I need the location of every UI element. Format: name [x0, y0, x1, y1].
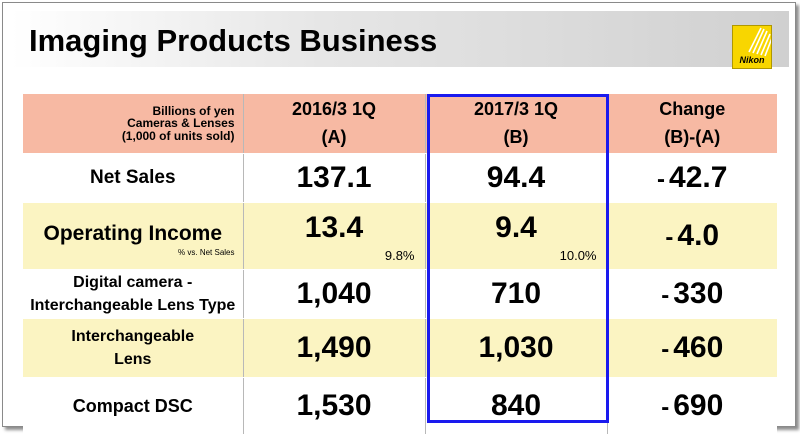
- value-b: 9.4: [495, 211, 537, 244]
- value-b: 840: [424, 377, 607, 435]
- column-header-b-period: 2017/3 1Q: [473, 98, 559, 119]
- table-row-digital-camera: Digital camera - Interchangeable Lens Ty…: [23, 269, 777, 319]
- value-b-cell: 9.4 10.0%: [424, 202, 607, 270]
- results-table: Billions of yen Cameras & Lenses (1,000 …: [23, 94, 777, 435]
- logo-rays-icon: [748, 27, 771, 57]
- value-change: -330: [606, 269, 777, 319]
- table-header-row: Billions of yen Cameras & Lenses (1,000 …: [23, 94, 777, 154]
- table-row-net-sales: Net Sales 137.1 94.4 -42.7: [23, 153, 777, 203]
- value-a: 137.1: [242, 153, 425, 203]
- value-b: 94.4: [424, 153, 607, 203]
- table-row-compact-dsc: Compact DSC 1,530 840 -690: [23, 377, 777, 435]
- value-a-percent: 9.8%: [384, 248, 415, 263]
- column-header-change-title: Change: [659, 98, 726, 119]
- row-label-line2: Lens: [114, 351, 152, 368]
- logo-wordmark: Nikon: [739, 55, 765, 65]
- row-label-cell: Digital camera - Interchangeable Lens Ty…: [23, 269, 243, 319]
- row-label: Compact DSC: [23, 377, 243, 435]
- unit-sub-label-2: (1,000 of units sold): [121, 128, 235, 143]
- column-header-change-formula: (B)-(A): [664, 126, 721, 147]
- row-label-cell: Operating Income % vs. Net Sales: [23, 202, 243, 270]
- value-change: -4.0: [606, 202, 777, 270]
- row-label-line2: Interchangeable Lens Type: [30, 297, 236, 314]
- unit-label: Billions of yen: [152, 103, 235, 118]
- change-amount: 4.0: [677, 219, 720, 252]
- minus-sign: -: [657, 166, 666, 193]
- value-a: 1,530: [242, 377, 425, 435]
- value-change: -42.7: [606, 153, 777, 203]
- row-sub-label: % vs. Net Sales: [178, 247, 235, 257]
- column-header-change: Change (B)-(A): [606, 94, 777, 154]
- unit-sub-label: Cameras & Lenses: [127, 116, 235, 131]
- unit-cell: Billions of yen Cameras & Lenses (1,000 …: [23, 94, 243, 154]
- table-row-interchangeable-lens: Interchangeable Lens 1,490 1,030 -460: [23, 318, 777, 378]
- column-header-b: 2017/3 1Q (B): [424, 94, 607, 154]
- minus-sign: -: [661, 336, 670, 363]
- value-b: 710: [424, 269, 607, 319]
- page-title: Imaging Products Business: [29, 23, 438, 58]
- minus-sign: -: [661, 394, 670, 421]
- value-change: -460: [606, 318, 777, 378]
- column-header-a-code: (A): [321, 126, 347, 147]
- column-header-a-period: 2016/3 1Q: [291, 98, 377, 119]
- change-amount: 42.7: [669, 161, 728, 194]
- row-label: Net Sales: [23, 153, 243, 203]
- value-a: 1,040: [242, 269, 425, 319]
- row-label-line1: Interchangeable: [71, 327, 195, 345]
- title-bar: Imaging Products Business Nikon: [11, 11, 789, 69]
- change-amount: 690: [673, 389, 724, 422]
- table-row-operating-income: Operating Income % vs. Net Sales 13.4 9.…: [23, 202, 777, 270]
- value-b: 1,030: [424, 318, 607, 378]
- value-a: 13.4: [304, 211, 364, 244]
- row-label-cell: Interchangeable Lens: [23, 318, 243, 378]
- row-label: Operating Income: [43, 221, 223, 245]
- column-header-b-code: (B): [503, 126, 529, 147]
- value-change: -690: [606, 377, 777, 435]
- value-a-cell: 13.4 9.8%: [242, 202, 425, 270]
- nikon-logo: Nikon: [732, 25, 772, 69]
- change-amount: 330: [673, 277, 724, 310]
- value-b-percent: 10.0%: [559, 248, 597, 263]
- minus-sign: -: [661, 282, 670, 309]
- column-header-a: 2016/3 1Q (A): [242, 94, 425, 154]
- value-a: 1,490: [242, 318, 425, 378]
- minus-sign: -: [665, 224, 674, 251]
- change-amount: 460: [673, 331, 724, 364]
- row-label-line1: Digital camera -: [73, 273, 193, 291]
